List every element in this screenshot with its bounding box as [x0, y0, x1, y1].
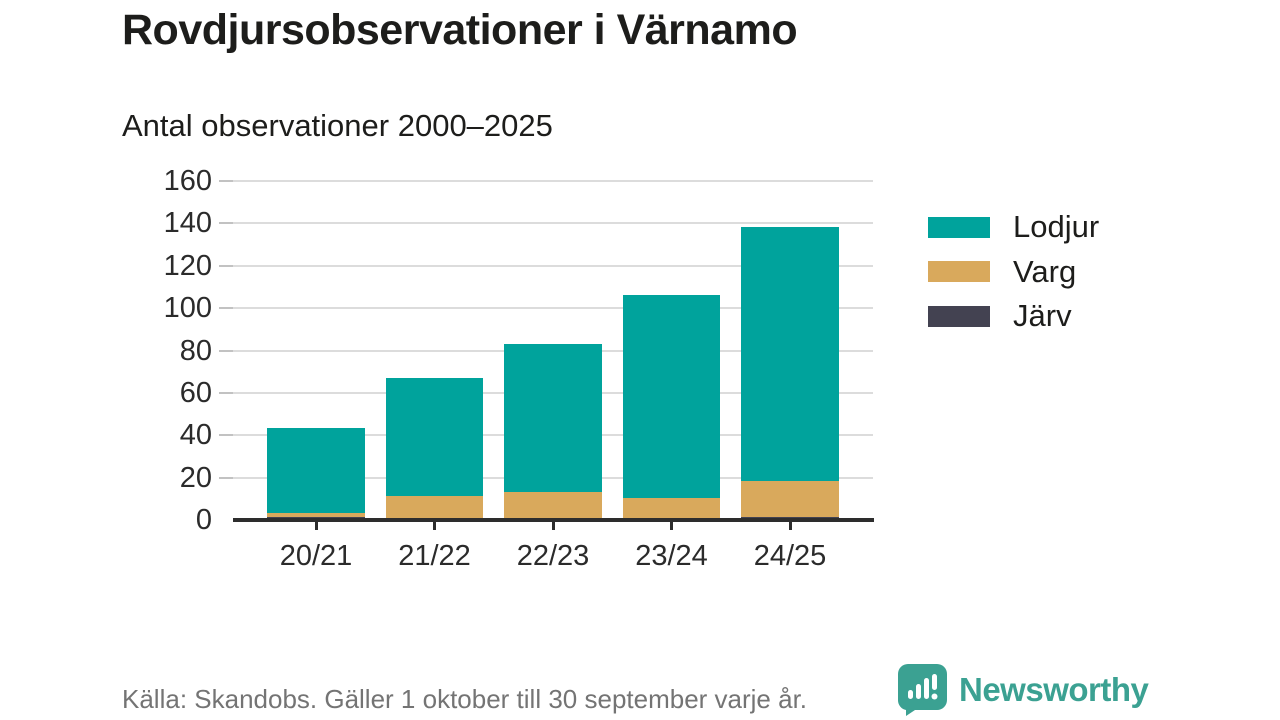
y-axis-label: 0 [195, 504, 212, 536]
y-axis-label: 40 [179, 419, 212, 452]
y-axis-label: 100 [163, 292, 212, 325]
x-axis-label: 24/25 [753, 540, 827, 572]
legend-row-lodjur: Lodjur [928, 209, 1100, 244]
source-note: Källa: Skandobs. Gäller 1 oktober till 3… [122, 684, 808, 714]
y-tick [219, 476, 233, 479]
chart-subtitle: Antal observationer 2000–2025 [122, 108, 553, 143]
newsworthy-logo: Newsworthy [898, 664, 1149, 716]
bar-segment-varg [267, 513, 365, 518]
y-tick [219, 180, 233, 182]
bar-segment-varg [622, 498, 721, 520]
y-axis-label: 140 [163, 207, 212, 240]
legend-swatch [928, 305, 990, 327]
bar-segment-lodjur [741, 227, 839, 482]
x-axis-label: 23/24 [635, 540, 708, 572]
page-title: Rovdjursobservationer i Värnamo [122, 6, 798, 54]
legend-label: Varg [1013, 253, 1077, 289]
gridline [233, 307, 873, 310]
x-tick [314, 521, 318, 530]
y-tick [219, 264, 233, 267]
gridline [233, 180, 873, 182]
y-tick [219, 391, 233, 394]
y-tick [219, 434, 233, 437]
bar-segment-lodjur [622, 294, 721, 499]
x-tick [551, 521, 555, 530]
legend-swatch [928, 216, 990, 238]
y-axis-label: 80 [179, 334, 212, 367]
bar-segment-lodjur [385, 377, 484, 497]
x-tick [433, 521, 436, 530]
y-tick [219, 222, 233, 225]
x-axis-label: 22/23 [516, 540, 590, 572]
legend-label: Järv [1013, 298, 1072, 333]
x-axis-line [233, 518, 874, 522]
bar-chart-speech-bubble-icon [898, 664, 947, 716]
x-axis-label: 20/21 [279, 540, 353, 572]
x-tick [788, 521, 792, 530]
y-axis-label: 20 [179, 461, 212, 494]
legend-row-järv: Järv [928, 298, 1072, 333]
bar-segment-lodjur [267, 428, 365, 514]
bar-segment-varg [504, 491, 602, 520]
y-axis-label: 160 [163, 165, 212, 197]
x-tick [670, 521, 673, 530]
legend-swatch [928, 261, 990, 282]
y-axis-label: 60 [179, 376, 212, 409]
y-tick [219, 307, 233, 310]
x-axis-label: 21/22 [398, 540, 471, 572]
gridline [233, 264, 873, 267]
y-tick [219, 349, 233, 352]
legend-label: Lodjur [1013, 209, 1100, 244]
gridline [233, 222, 873, 225]
bar-segment-lodjur [504, 343, 602, 492]
y-axis-label: 120 [163, 249, 212, 282]
bar-segment-varg [741, 481, 839, 518]
brand-name: Newsworthy [959, 671, 1149, 708]
legend-row-varg: Varg [928, 253, 1077, 289]
bar-segment-varg [385, 496, 484, 520]
